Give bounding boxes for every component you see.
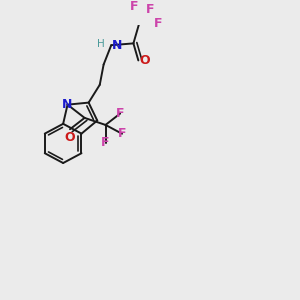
Text: O: O xyxy=(65,131,75,144)
Text: N: N xyxy=(62,98,73,111)
Text: F: F xyxy=(154,17,163,30)
Text: H: H xyxy=(97,39,105,49)
Text: O: O xyxy=(140,54,151,67)
Text: F: F xyxy=(101,136,110,149)
Text: F: F xyxy=(130,0,139,13)
Text: F: F xyxy=(118,127,126,140)
Text: F: F xyxy=(146,3,154,16)
Text: N: N xyxy=(112,39,122,52)
Text: F: F xyxy=(116,107,124,120)
